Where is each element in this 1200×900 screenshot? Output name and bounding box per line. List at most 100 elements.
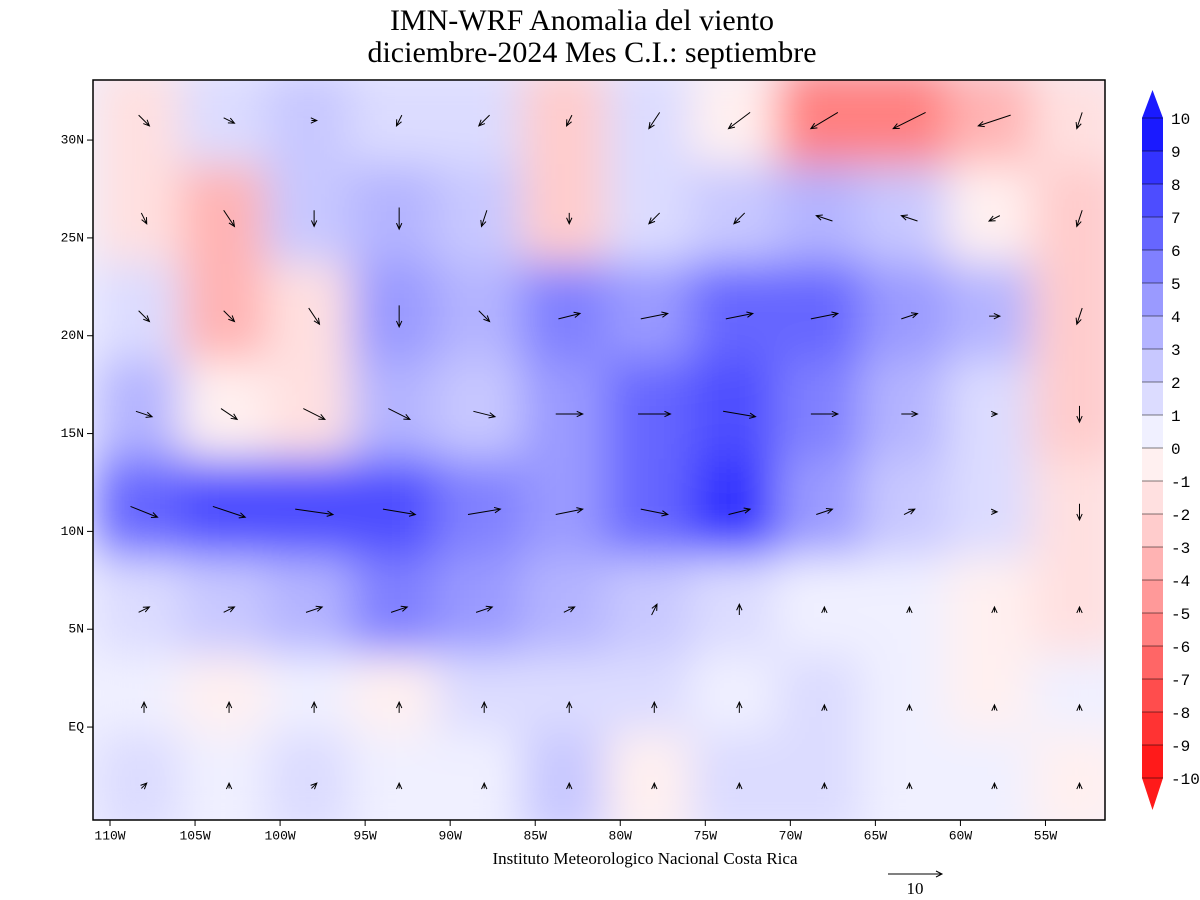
colorbar-bottom-arrow — [1142, 778, 1163, 810]
wind-arrow — [733, 212, 746, 225]
anomaly-cell — [265, 80, 363, 174]
wind-arrow — [138, 114, 151, 127]
wind-arrow — [651, 781, 658, 790]
wind-arrow — [140, 700, 148, 713]
wind-arrow — [640, 508, 669, 517]
wind-arrow — [225, 700, 233, 713]
colorbar-swatch — [1142, 580, 1163, 613]
wind-arrow — [648, 212, 661, 225]
reference-arrow — [888, 870, 944, 878]
wind-arrow — [223, 209, 236, 228]
colorbar-top-arrow — [1142, 90, 1163, 118]
colorbar-label: -10 — [1171, 771, 1200, 789]
anomaly-cell — [436, 80, 533, 174]
wind-arrow — [395, 781, 403, 790]
wind-arrow — [225, 781, 233, 790]
wind-arrow — [395, 700, 403, 713]
x-tick-label: 65W — [864, 828, 888, 843]
y-tick-label: 10N — [61, 524, 84, 539]
wind-arrow — [395, 114, 403, 127]
wind-arrow — [991, 781, 998, 790]
colorbar-label: 3 — [1171, 342, 1181, 360]
wind-arrow — [821, 781, 828, 790]
colorbar-label: -3 — [1171, 540, 1190, 558]
axes: 110W 105W 100W 95W 90W 85W 80W 75W 70W 65W 60W 55W 3… — [61, 133, 1058, 844]
wind-arrow — [220, 408, 239, 421]
wind-arrow — [906, 605, 913, 614]
x-tick-label: 75W — [694, 828, 718, 843]
y-tick-label: 25N — [61, 230, 84, 245]
wind-arrow — [810, 410, 840, 418]
colorbar-swatch — [1142, 118, 1163, 151]
y-tick-label: 5N — [68, 622, 84, 637]
wind-arrow — [223, 117, 236, 124]
wind-arrow — [815, 214, 833, 222]
wind-arrow — [821, 703, 828, 711]
colorbar-swatch — [1142, 679, 1163, 712]
colorbar-swatch — [1142, 613, 1163, 646]
wind-arrow — [566, 781, 573, 790]
colorbar-swatch — [1142, 547, 1163, 580]
colorbar-swatch — [1142, 184, 1163, 217]
wind-arrow — [390, 605, 409, 613]
wind-vectors — [130, 111, 1083, 790]
wind-arrow — [308, 307, 321, 326]
wind-arrow — [1075, 112, 1083, 130]
colorbar-label: 10 — [1171, 111, 1190, 129]
wind-arrow — [900, 214, 918, 222]
anomaly-cell — [776, 732, 873, 820]
colorbar-label: -4 — [1171, 573, 1190, 591]
anomaly-cell — [95, 80, 193, 174]
wind-arrow — [481, 700, 488, 713]
footer-label: Instituto Meteorologico Nacional Costa R… — [493, 849, 798, 868]
wind-arrow — [382, 508, 417, 517]
wind-arrow — [728, 507, 752, 516]
wind-arrow — [723, 410, 757, 419]
colorbar-swatch — [1142, 151, 1163, 184]
wind-arrow — [303, 408, 326, 420]
wind-arrow — [638, 410, 672, 418]
reference-label: 10 — [907, 879, 924, 898]
wind-arrow — [140, 212, 148, 225]
wind-arrow — [566, 700, 573, 713]
wind-arrow — [565, 114, 573, 127]
wind-arrow — [651, 700, 658, 713]
colorbar-swatch — [1142, 745, 1163, 778]
wind-arrow — [1076, 405, 1083, 424]
wind-arrow — [223, 606, 236, 613]
wind-arrow — [903, 508, 916, 515]
anomaly-cell — [180, 80, 278, 174]
wind-arrow — [467, 506, 502, 516]
wind-arrow — [727, 112, 751, 130]
plot-frame — [92, 79, 1106, 821]
colorbar-swatch — [1142, 514, 1163, 547]
colorbar-swatch — [1142, 349, 1163, 382]
subtitle-line: diciembre-2024 Mes C.I.: septiembre — [367, 36, 816, 69]
wind-arrow — [1076, 503, 1083, 522]
wind-arrow — [901, 410, 919, 418]
wind-arrow — [295, 508, 335, 517]
wind-arrow — [640, 311, 669, 320]
x-tick-label: 105W — [179, 828, 210, 843]
anomaly-cell — [1031, 262, 1105, 370]
colorbar-swatch — [1142, 382, 1163, 415]
anomaly-cell — [1031, 165, 1105, 272]
anomaly-cell — [521, 732, 618, 820]
wind-arrow — [481, 781, 488, 790]
wind-arrow — [395, 305, 403, 329]
x-tick-label: 100W — [264, 828, 295, 843]
colorbar-swatch — [1142, 481, 1163, 514]
wind-arrow — [809, 111, 839, 130]
wind-arrow — [138, 310, 151, 323]
wind-arrow — [990, 508, 999, 515]
wind-arrow — [212, 505, 247, 519]
y-tick-label: EQ — [68, 719, 84, 734]
wind-arrow — [906, 703, 913, 711]
anomaly-cell — [436, 732, 533, 820]
colorbar-label: -8 — [1171, 705, 1190, 723]
x-tick-label: 70W — [779, 828, 803, 843]
x-tick-label: 80W — [609, 828, 633, 843]
wind-arrow — [310, 782, 318, 790]
colorbar-swatch — [1142, 250, 1163, 283]
